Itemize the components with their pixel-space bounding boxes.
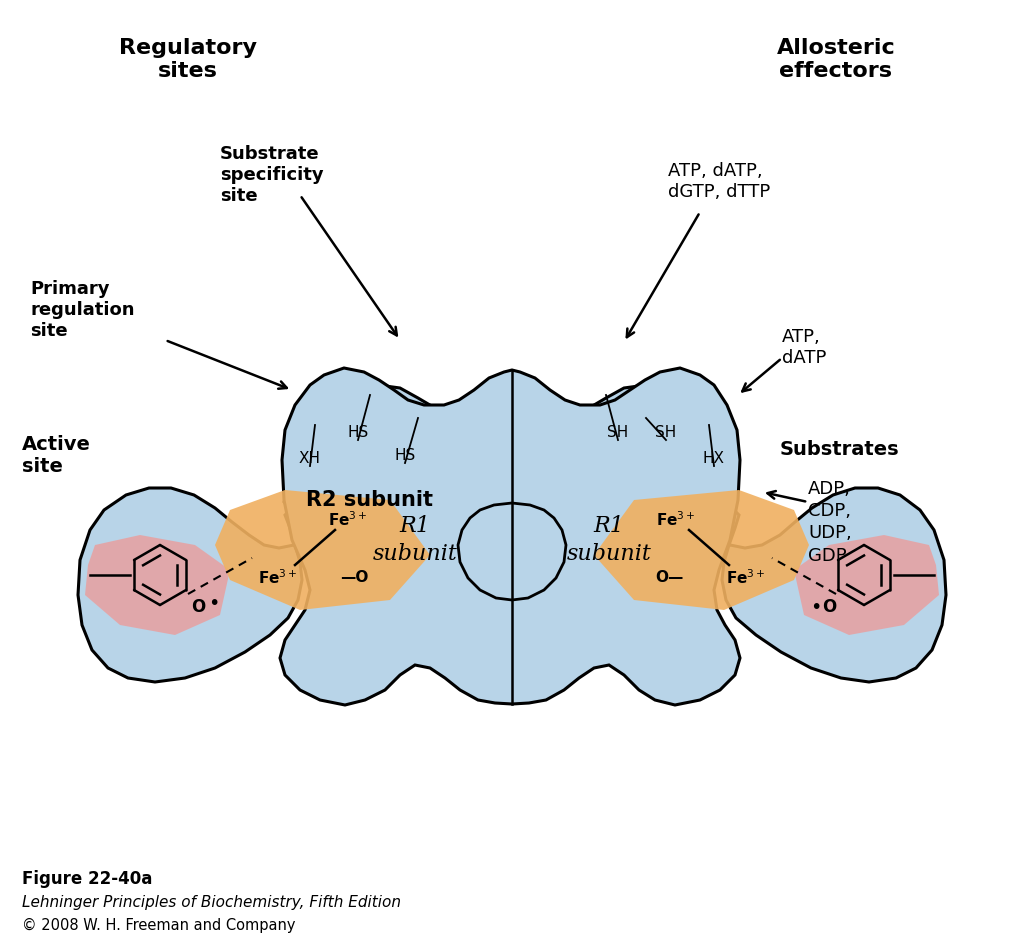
Polygon shape: [458, 503, 566, 600]
Text: •: •: [810, 598, 821, 617]
Polygon shape: [78, 385, 946, 682]
Text: HS: HS: [347, 424, 369, 439]
Polygon shape: [280, 368, 740, 705]
Text: R1
subunit: R1 subunit: [566, 515, 651, 564]
Text: ATP, dATP,
dGTP, dTTP: ATP, dATP, dGTP, dTTP: [668, 162, 770, 201]
Text: XH: XH: [299, 451, 321, 466]
Text: Active
site: Active site: [22, 435, 91, 475]
Text: Substrates: Substrates: [780, 440, 900, 459]
Text: Regulatory
sites: Regulatory sites: [119, 38, 257, 81]
Text: O—: O—: [655, 570, 684, 585]
Text: ADP,
CDP,
UDP,
GDP: ADP, CDP, UDP, GDP: [808, 480, 852, 564]
Text: Fe$^{3+}$: Fe$^{3+}$: [656, 510, 695, 529]
Polygon shape: [594, 490, 809, 610]
Text: HX: HX: [703, 451, 725, 466]
Polygon shape: [85, 535, 230, 635]
Text: Fe$^{3+}$: Fe$^{3+}$: [329, 510, 368, 529]
Text: O: O: [822, 598, 837, 616]
Text: Fe$^{3+}$: Fe$^{3+}$: [726, 568, 766, 587]
Text: HS: HS: [394, 448, 416, 462]
Text: Figure 22-40a: Figure 22-40a: [22, 870, 153, 888]
Text: Allosteric
effectors: Allosteric effectors: [776, 38, 895, 81]
Text: ATP,
dATP: ATP, dATP: [782, 328, 826, 366]
Text: SH: SH: [655, 424, 677, 439]
Text: O: O: [191, 598, 205, 616]
Text: Lehninger Principles of Biochemistry, Fifth Edition: Lehninger Principles of Biochemistry, Fi…: [22, 895, 401, 910]
Text: R2 subunit: R2 subunit: [306, 490, 433, 510]
Text: R1
subunit: R1 subunit: [373, 515, 458, 564]
Text: SH: SH: [607, 424, 629, 439]
Polygon shape: [215, 490, 430, 610]
Text: —O: —O: [340, 570, 369, 585]
Text: © 2008 W. H. Freeman and Company: © 2008 W. H. Freeman and Company: [22, 918, 296, 933]
Text: Primary
regulation
site: Primary regulation site: [30, 280, 134, 340]
Text: •: •: [208, 594, 219, 613]
Text: Substrate
specificity
site: Substrate specificity site: [220, 145, 324, 205]
Polygon shape: [794, 535, 939, 635]
Text: Fe$^{3+}$: Fe$^{3+}$: [258, 568, 298, 587]
